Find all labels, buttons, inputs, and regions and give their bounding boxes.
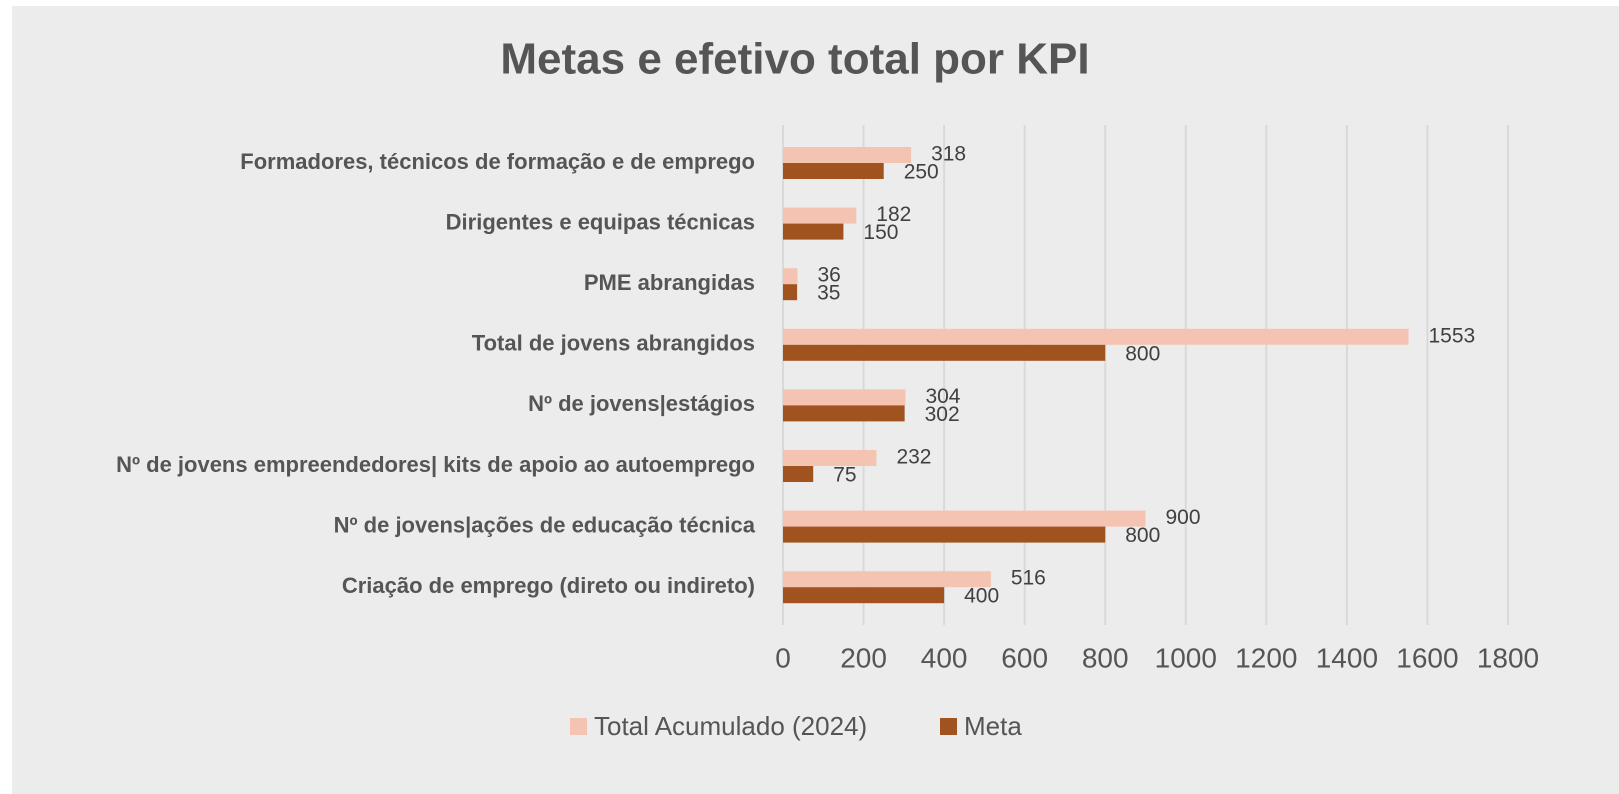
y-tick-label: Criação de emprego (direto ou indireto) bbox=[342, 573, 755, 598]
x-tick-label: 1800 bbox=[1477, 642, 1539, 673]
data-label: 250 bbox=[904, 161, 939, 184]
x-tick-label: 0 bbox=[775, 642, 791, 673]
data-label: 302 bbox=[925, 403, 960, 426]
data-label: 182 bbox=[876, 203, 911, 226]
bar bbox=[783, 389, 906, 406]
y-tick-label: Total de jovens abrangidos bbox=[472, 331, 755, 356]
x-tick-label: 1600 bbox=[1396, 642, 1458, 673]
bar bbox=[783, 587, 945, 604]
data-label: 75 bbox=[833, 464, 856, 487]
bar bbox=[783, 526, 1106, 543]
x-tick-label: 600 bbox=[1001, 642, 1048, 673]
bar bbox=[783, 344, 1106, 361]
bar bbox=[783, 405, 905, 422]
y-tick-label: Dirigentes e equipas técnicas bbox=[446, 209, 755, 234]
y-tick-label: Nº de jovens|ações de educação técnica bbox=[334, 512, 756, 537]
data-label: 150 bbox=[863, 221, 898, 244]
bar bbox=[783, 328, 1409, 345]
y-tick-label: Formadores, técnicos de formação e de em… bbox=[240, 149, 755, 174]
data-label: 516 bbox=[1011, 567, 1046, 590]
bar bbox=[783, 510, 1146, 527]
y-tick-label: Nº de jovens empreendedores| kits de apo… bbox=[116, 452, 755, 477]
data-label: 1553 bbox=[1429, 324, 1476, 347]
x-tick-label: 200 bbox=[840, 642, 887, 673]
legend-swatch bbox=[940, 718, 957, 735]
bar bbox=[783, 268, 798, 285]
x-tick-label: 1400 bbox=[1316, 642, 1378, 673]
bar bbox=[783, 163, 884, 179]
bar bbox=[783, 223, 844, 240]
bar bbox=[783, 284, 798, 301]
bar bbox=[783, 571, 991, 588]
y-tick-label: Nº de jovens|estágios bbox=[528, 391, 755, 416]
data-label: 900 bbox=[1166, 506, 1201, 529]
chart-title: Metas e efetivo total por KPI bbox=[500, 35, 1089, 84]
legend-swatch bbox=[570, 718, 587, 735]
bar bbox=[783, 207, 857, 224]
legend-label: Total Acumulado (2024) bbox=[594, 711, 867, 741]
bar bbox=[783, 450, 877, 466]
bar bbox=[783, 466, 814, 482]
legend-label: Meta bbox=[964, 711, 1022, 741]
x-tick-label: 1000 bbox=[1155, 642, 1217, 673]
data-label: 35 bbox=[817, 282, 840, 305]
x-tick-label: 800 bbox=[1082, 642, 1129, 673]
x-tick-label: 1200 bbox=[1235, 642, 1297, 673]
bar bbox=[783, 147, 912, 163]
data-label: 800 bbox=[1125, 342, 1160, 365]
data-label: 304 bbox=[925, 385, 960, 408]
data-label: 36 bbox=[818, 264, 841, 287]
y-tick-label: PME abrangidas bbox=[584, 270, 755, 295]
data-label: 318 bbox=[931, 143, 966, 166]
x-tick-label: 400 bbox=[921, 642, 968, 673]
data-label: 232 bbox=[896, 446, 931, 469]
data-label: 800 bbox=[1125, 524, 1160, 547]
data-label: 400 bbox=[964, 585, 999, 608]
